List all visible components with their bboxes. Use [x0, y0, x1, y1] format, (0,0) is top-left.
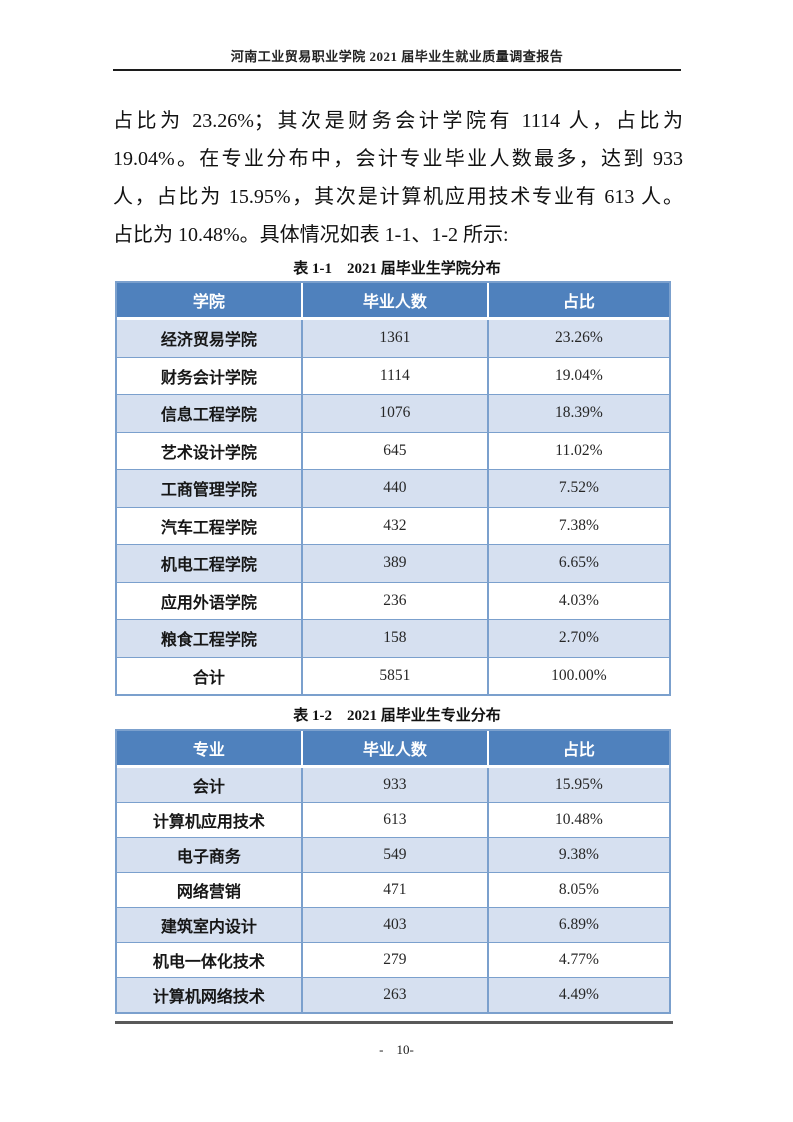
percentage-cell: 19.04%: [486, 356, 669, 394]
row-label-cell: 网络营销: [117, 872, 301, 907]
graduate-count-cell: 471: [300, 872, 487, 907]
table-row: 艺术设计学院 645 11.02%: [117, 431, 669, 469]
paragraph-line: 占比为 23.26%；其次是财务会计学院有 1114 人，占比为: [113, 110, 683, 132]
graduate-count-cell: 403: [300, 907, 487, 942]
table-row: 计算机网络技术 263 4.49%: [117, 977, 669, 1012]
graduate-count-cell: 1361: [300, 320, 487, 357]
percentage-cell: 4.03%: [486, 581, 669, 619]
table-major-distribution: 专业 毕业人数 占比 会计 933 15.95% 计算机应用技术 613 10.48% 电子…: [115, 729, 671, 1014]
table-college-distribution: 学院 毕业人数 占比 经济贸易学院 1361 23.26% 财务会计学院 1114 19.…: [115, 281, 671, 696]
row-label-cell: 计算机网络技术: [117, 977, 301, 1012]
table-2-caption: 表 1-2 2021 届毕业生专业分布: [293, 708, 501, 724]
row-label-cell: 工商管理学院: [117, 469, 301, 507]
row-label-cell: 建筑室内设计: [117, 907, 301, 942]
row-label-cell: 经济贸易学院: [117, 320, 301, 357]
percentage-cell: 7.38%: [486, 506, 669, 544]
percentage-cell: 2.70%: [486, 619, 669, 657]
row-label-cell: 汽车工程学院: [117, 506, 301, 544]
table-row: 计算机应用技术 613 10.48%: [117, 802, 669, 837]
table-row: 机电工程学院 389 6.65%: [117, 544, 669, 582]
column-header-college: 学院: [117, 283, 301, 320]
percentage-cell: 9.38%: [486, 837, 669, 872]
table-row: 信息工程学院 1076 18.39%: [117, 394, 669, 432]
paragraph-line: 人，占比为 15.95%，其次是计算机应用技术专业有 613 人。: [113, 186, 683, 208]
table-row: 工商管理学院 440 7.52%: [117, 469, 669, 507]
row-label-cell: 机电工程学院: [117, 544, 301, 582]
table-body: 经济贸易学院 1361 23.26% 财务会计学院 1114 19.04% 信息工程学院 10…: [117, 320, 669, 694]
percentage-cell: 8.05%: [486, 872, 669, 907]
row-label-cell: 粮食工程学院: [117, 619, 301, 657]
graduate-count-cell: 5851: [300, 656, 487, 694]
row-label-cell: 财务会计学院: [117, 356, 301, 394]
column-header-graduate-count: 毕业人数: [300, 283, 487, 320]
table-row: 财务会计学院 1114 19.04%: [117, 356, 669, 394]
table-row: 应用外语学院 236 4.03%: [117, 581, 669, 619]
table-page-cut-border: [115, 1021, 673, 1024]
percentage-cell: 100.00%: [486, 656, 669, 694]
table-row: 汽车工程学院 432 7.38%: [117, 506, 669, 544]
body-paragraph: 占比为 23.26%；其次是财务会计学院有 1114 人，占比为 19.04%。…: [113, 102, 683, 254]
row-label-cell: 应用外语学院: [117, 581, 301, 619]
table-row: 粮食工程学院 158 2.70%: [117, 619, 669, 657]
graduate-count-cell: 263: [300, 977, 487, 1012]
column-header-percentage: 占比: [486, 731, 669, 768]
paragraph-line: 19.04%。在专业分布中，会计专业毕业人数最多，达到 933: [113, 148, 683, 170]
percentage-cell: 4.77%: [486, 942, 669, 977]
row-label-cell: 电子商务: [117, 837, 301, 872]
graduate-count-cell: 549: [300, 837, 487, 872]
graduate-count-cell: 933: [300, 768, 487, 802]
graduate-count-cell: 432: [300, 506, 487, 544]
row-label-cell: 信息工程学院: [117, 394, 301, 432]
percentage-cell: 18.39%: [486, 394, 669, 432]
table-header-row: 专业 毕业人数 占比: [117, 731, 669, 768]
graduate-count-cell: 279: [300, 942, 487, 977]
table-row: 网络营销 471 8.05%: [117, 872, 669, 907]
row-label-cell: 计算机应用技术: [117, 802, 301, 837]
column-header-graduate-count: 毕业人数: [300, 731, 487, 768]
percentage-cell: 7.52%: [486, 469, 669, 507]
percentage-cell: 23.26%: [486, 320, 669, 357]
table-1-caption: 表 1-1 2021 届毕业生学院分布: [293, 261, 501, 277]
percentage-cell: 6.65%: [486, 544, 669, 582]
row-label-cell: 机电一体化技术: [117, 942, 301, 977]
table-row: 合计 5851 100.00%: [117, 656, 669, 694]
table-body: 会计 933 15.95% 计算机应用技术 613 10.48% 电子商务 549 9.38% 网…: [117, 768, 669, 1012]
graduate-count-cell: 236: [300, 581, 487, 619]
table-row: 会计 933 15.95%: [117, 768, 669, 802]
paragraph-line: 占比为 10.48%。具体情况如表 1-1、1-2 所示:: [113, 224, 509, 246]
table-row: 机电一体化技术 279 4.77%: [117, 942, 669, 977]
table-row: 电子商务 549 9.38%: [117, 837, 669, 872]
column-header-major: 专业: [117, 731, 301, 768]
graduate-count-cell: 440: [300, 469, 487, 507]
row-label-cell: 合计: [117, 656, 301, 694]
graduate-count-cell: 645: [300, 431, 487, 469]
graduate-count-cell: 613: [300, 802, 487, 837]
percentage-cell: 15.95%: [486, 768, 669, 802]
table-header-row: 学院 毕业人数 占比: [117, 283, 669, 320]
graduate-count-cell: 389: [300, 544, 487, 582]
percentage-cell: 6.89%: [486, 907, 669, 942]
graduate-count-cell: 1076: [300, 394, 487, 432]
header-rule: [113, 69, 681, 71]
running-header: 河南工业贸易职业学院 2021 届毕业生就业质量调查报告: [230, 49, 564, 64]
graduate-count-cell: 158: [300, 619, 487, 657]
footer-page-number: - 10-: [379, 1042, 414, 1057]
percentage-cell: 11.02%: [486, 431, 669, 469]
row-label-cell: 会计: [117, 768, 301, 802]
table-row: 经济贸易学院 1361 23.26%: [117, 320, 669, 357]
table-row: 建筑室内设计 403 6.89%: [117, 907, 669, 942]
percentage-cell: 4.49%: [486, 977, 669, 1012]
graduate-count-cell: 1114: [300, 356, 487, 394]
percentage-cell: 10.48%: [486, 802, 669, 837]
column-header-percentage: 占比: [486, 283, 669, 320]
row-label-cell: 艺术设计学院: [117, 431, 301, 469]
